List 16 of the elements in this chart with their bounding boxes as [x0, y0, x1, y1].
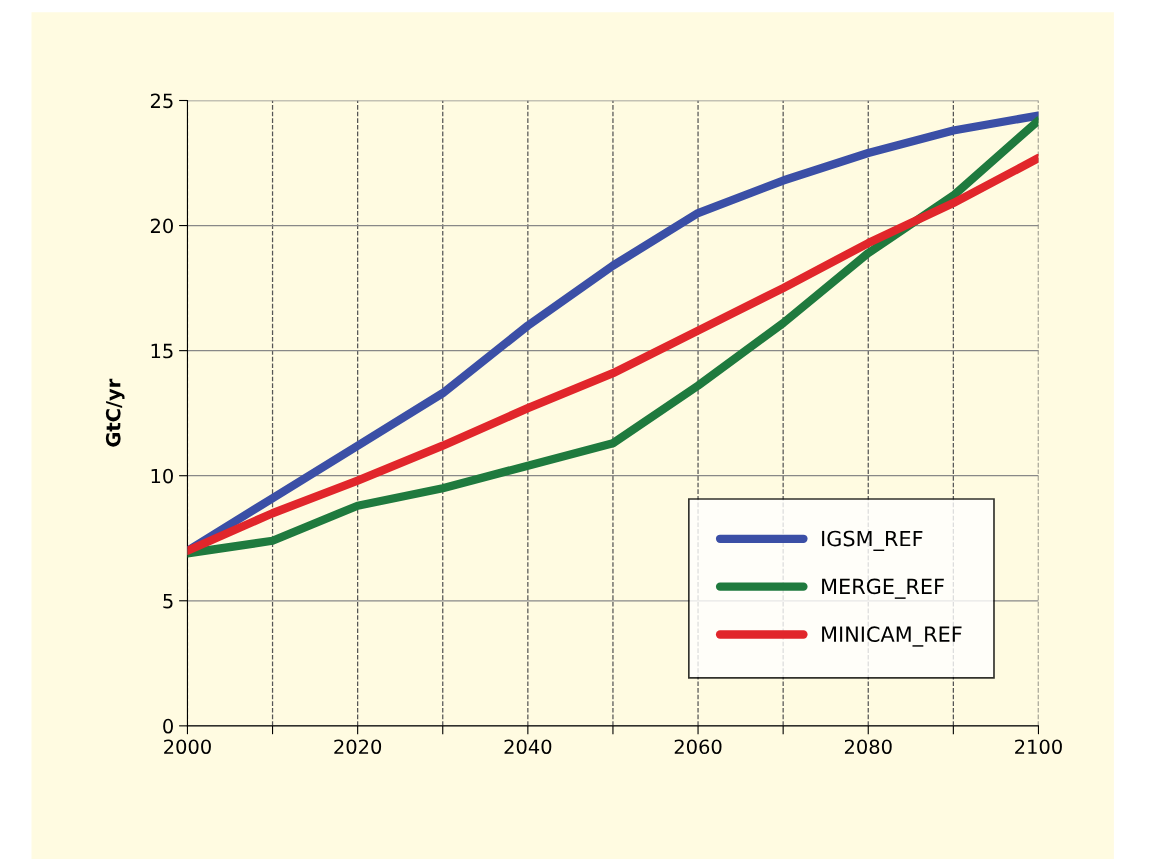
- x-tick-label: 2020: [334, 739, 382, 755]
- legend-label: IGSM_REF: [822, 530, 923, 552]
- x-tick-label: 2080: [844, 739, 892, 755]
- legend-label: MERGE_REF: [822, 578, 944, 599]
- x-tick-label: 2100: [1015, 739, 1062, 755]
- x-tick-label: 2040: [504, 739, 552, 755]
- y-tick-label: 25: [150, 93, 173, 109]
- y-tick-label: 0: [163, 718, 173, 734]
- legend-label: MINICAM_REF: [822, 626, 962, 647]
- y-tick-label: 20: [150, 218, 173, 234]
- x-tick-label: 2060: [674, 739, 722, 755]
- y-tick-label: 5: [163, 594, 173, 609]
- y-tick-label: 15: [151, 343, 173, 359]
- y-tick-label: 10: [151, 468, 173, 484]
- x-tick-label: 2000: [164, 739, 211, 755]
- y-axis-title: GtC/yr: [105, 378, 125, 447]
